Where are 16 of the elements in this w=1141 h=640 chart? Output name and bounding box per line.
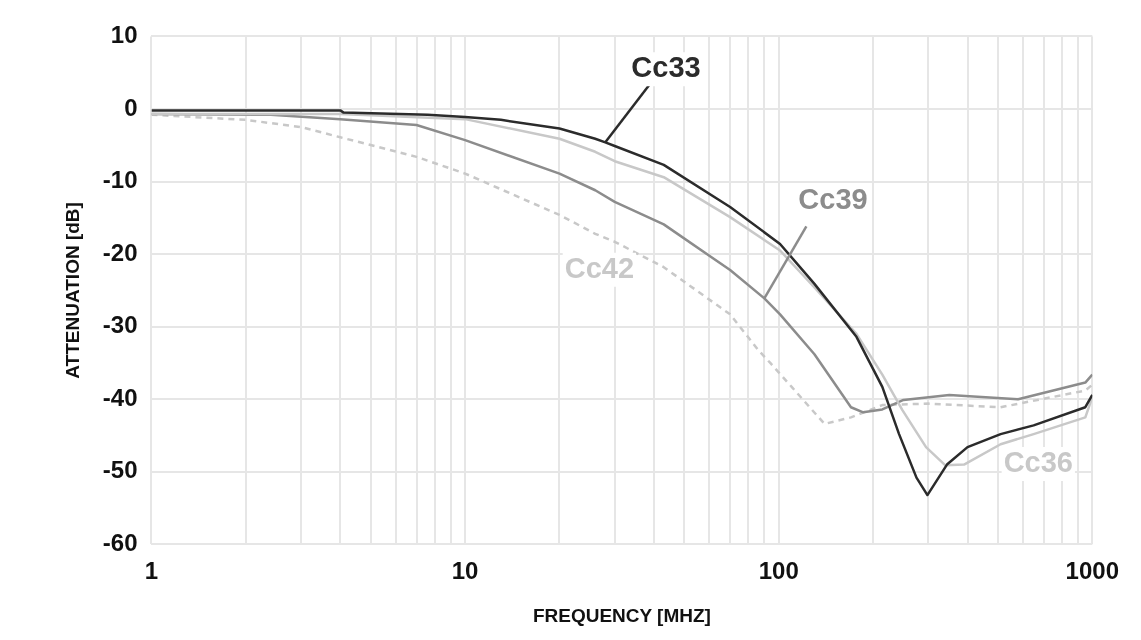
x-tick-label: 10 [451, 557, 479, 585]
y-axis-title: ATTENUATION [dB] [61, 202, 83, 379]
y-tick-label: 0 [124, 93, 138, 121]
x-tick-label: 100 [758, 557, 799, 585]
text: Cc39 [798, 183, 868, 216]
text: Cc33 [631, 51, 701, 84]
y-tick-label: -10 [102, 166, 138, 194]
y-tick-label: -60 [102, 529, 138, 557]
y-tick-label: -20 [102, 238, 138, 266]
y-tick-label: -50 [102, 456, 138, 484]
y-tick-label: -30 [102, 311, 138, 339]
y-tick-label: 10 [110, 21, 138, 49]
x-tick-label: 1 [144, 557, 159, 585]
x-axis-title: FREQUENCY [MHZ] [532, 604, 711, 626]
y-tick-label: -40 [102, 383, 138, 411]
x-tick-label: 1000 [1065, 557, 1119, 585]
